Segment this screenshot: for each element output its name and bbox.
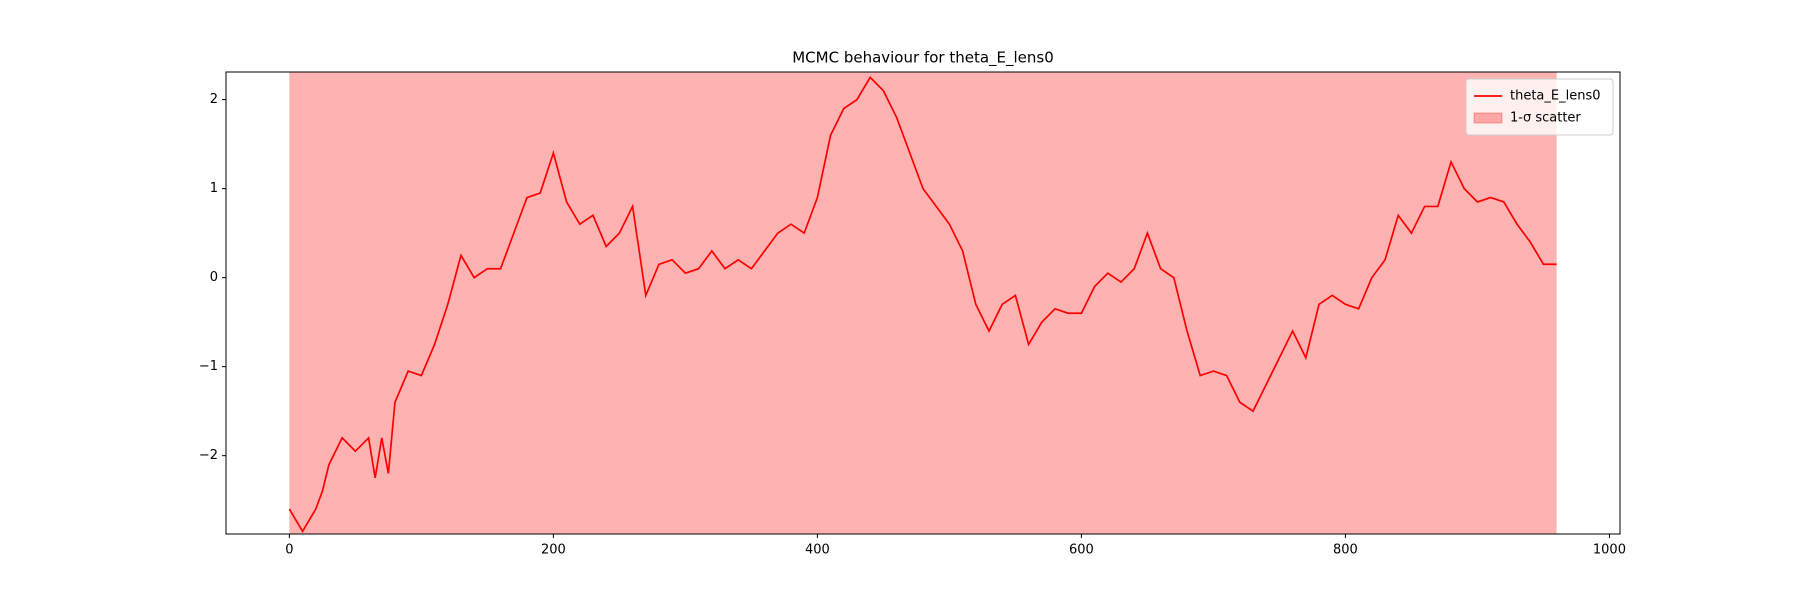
x-tick-label: 0 xyxy=(285,543,293,558)
legend-label: 1-σ scatter xyxy=(1510,111,1581,126)
x-tick-label: 200 xyxy=(541,543,566,558)
y-tick-label: 1 xyxy=(210,181,218,196)
y-tick-label: 0 xyxy=(210,270,218,285)
y-tick-label: 2 xyxy=(210,92,218,107)
plot-area xyxy=(288,72,1557,534)
x-tick-label: 1000 xyxy=(1593,543,1626,558)
x-tick-label: 800 xyxy=(1333,543,1358,558)
axes-frame xyxy=(225,71,1621,535)
chart-title: MCMC behaviour for theta_E_lens0 xyxy=(792,49,1054,68)
legend-label: theta_E_lens0 xyxy=(1510,89,1601,104)
series-line xyxy=(288,75,1557,533)
scatter-band xyxy=(289,72,1557,534)
x-tick-label: 600 xyxy=(1069,543,1094,558)
y-tick-label: −2 xyxy=(199,448,218,463)
y-tick-label: −1 xyxy=(199,359,218,374)
legend-swatch xyxy=(1473,112,1503,124)
x-tick-label: 400 xyxy=(805,543,830,558)
legend-box xyxy=(1465,78,1614,136)
